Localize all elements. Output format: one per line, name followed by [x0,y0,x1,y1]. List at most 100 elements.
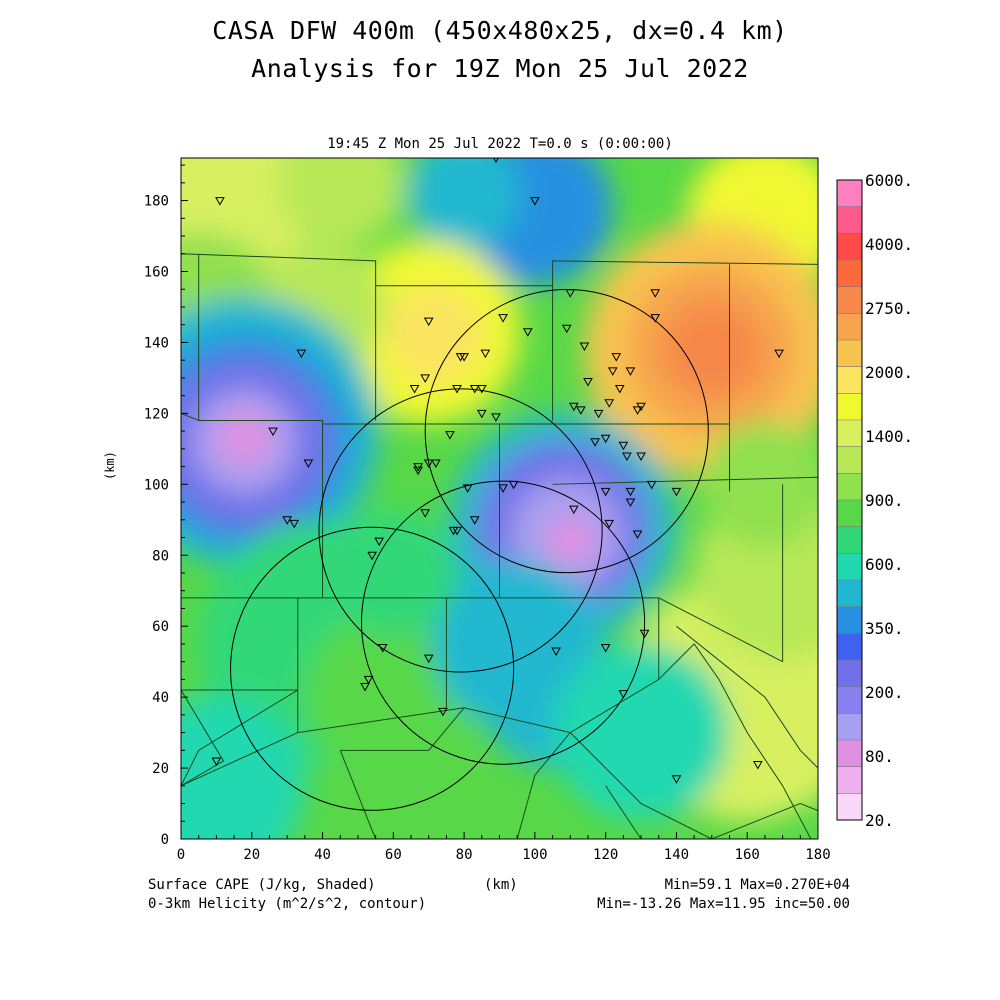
colorbar-label: 6000. [865,171,913,190]
station-marker [650,289,661,298]
radar-range-ring [230,526,515,811]
y-tick-label: 80 [152,548,169,564]
county-boundary [676,625,818,769]
county-boundary [552,423,731,492]
colorbar-label: 20. [865,811,894,830]
y-tick-label: 160 [144,265,169,281]
colorbar-label: 80. [865,747,894,766]
station-marker [614,385,625,394]
station-marker [480,349,491,359]
time-label: 19:45 Z Mon 25 Jul 2022 T=0.0 s (0:00:00… [327,136,673,152]
map-subtitle: Analysis for 19Z Mon 25 Jul 2022 [251,54,749,83]
colorbar-swatch [837,260,862,288]
station-marker [625,487,636,497]
y-tick-label: 20 [152,761,169,777]
colorbar-swatch [837,420,862,448]
colorbar-swatch [837,473,862,501]
colorbar-swatch [837,606,862,634]
colorbar-label: 2750. [865,299,913,318]
station-marker [774,349,784,359]
station-marker [583,377,593,387]
station-marker [211,757,222,766]
station-marker [413,463,423,472]
station-marker [296,349,307,359]
colorbar-label: 2000. [865,363,913,382]
station-marker [646,480,657,490]
station-marker [530,197,540,206]
station-marker [469,385,480,394]
colorbar-swatch [837,180,862,208]
stats1-caption: Min=59.1 Max=0.270E+04 [664,877,850,893]
station-marker [671,487,682,497]
station-marker [215,197,225,206]
county-boundary [711,802,818,839]
x-tick-label: 140 [664,847,689,863]
station-marker [611,353,622,362]
colorbar-label: 200. [865,683,904,702]
x-tick-label: 0 [177,847,185,863]
cape-region [216,409,274,467]
station-marker [282,516,293,525]
station-marker [600,487,611,497]
station-marker [622,452,632,461]
x-tick-label: 80 [456,847,473,863]
map-title: CASA DFW 400m (450x480x25, dx=0.4 km) [212,16,788,45]
colorbar-swatch [837,446,862,474]
station-marker [632,530,643,539]
colorbar-swatch [837,526,862,554]
y-tick-label: 0 [161,832,169,848]
county-boundary [181,732,298,787]
county-boundary [181,689,225,787]
station-marker [671,775,682,784]
station-marker [374,537,385,547]
station-marker [438,707,448,717]
county-boundary [605,785,642,839]
station-marker [469,516,480,525]
y-tick-label: 140 [144,335,169,351]
station-marker [561,324,572,334]
colorbar-swatch [837,206,862,234]
station-marker [452,385,462,394]
county-boundary [340,707,465,751]
station-marker [476,409,487,419]
cape-region [329,509,458,637]
county-boundary [552,476,818,485]
station-marker [476,385,487,394]
station-marker [636,402,646,412]
station-marker [590,438,600,447]
station-marker [576,406,586,415]
station-marker [618,690,629,699]
county-boundary [181,412,199,421]
station-marker [377,643,388,653]
cape-region [662,299,762,400]
colorbar-swatch [837,766,862,794]
station-marker [491,413,501,422]
station-marker [363,675,374,685]
station-marker [650,314,661,323]
station-marker [551,647,561,657]
station-marker [568,505,579,515]
county-boundary [181,689,299,787]
station-marker [423,654,434,664]
colorbar-label: 600. [865,555,904,574]
radar-range-ring [318,388,603,673]
x-tick-label: 60 [385,847,402,863]
y-tick-label: 120 [144,406,169,422]
cape-region [181,697,305,839]
station-marker [632,406,643,415]
station-marker [639,629,650,639]
colorbar-label: 1400. [865,427,913,446]
station-marker [604,399,615,408]
station-marker [498,484,508,493]
colorbar-swatch [837,340,862,368]
station-marker [420,374,431,383]
colorbar-swatch [837,393,862,421]
x-tick-label: 180 [805,847,830,863]
colorbar-swatch [837,553,862,581]
station-marker [367,551,377,561]
cape-region [552,644,730,822]
station-marker [600,643,611,653]
station-marker [448,526,459,536]
colorbar-swatch [837,313,862,341]
